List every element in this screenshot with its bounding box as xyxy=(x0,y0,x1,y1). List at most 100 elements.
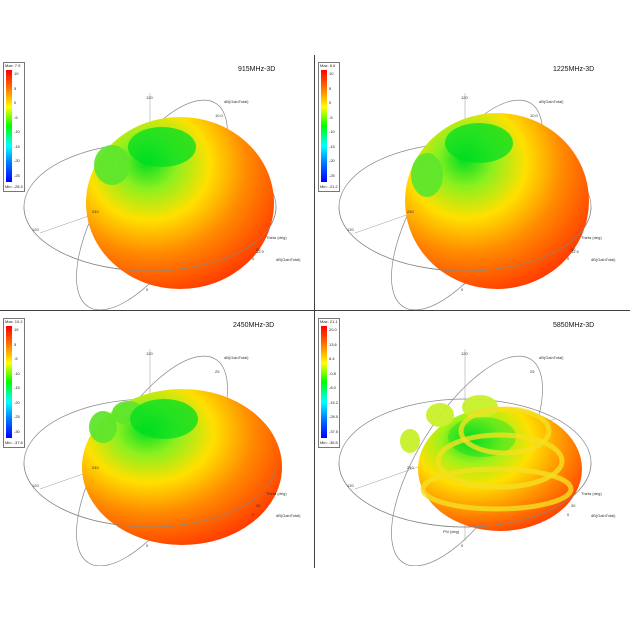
axis-label: 0 xyxy=(461,287,464,292)
legend-tick-label: -20 xyxy=(329,158,335,163)
legend-min-label: Min: -21.2 xyxy=(320,184,338,189)
pattern-svg: 120 10.0 dB(GainTotal) 240 120 0 Theta (deg) 30… xyxy=(23,93,301,310)
axis-label: dB(GainTotal) xyxy=(224,99,249,104)
legend-tick-label: -5 xyxy=(14,356,18,361)
legend-tick-label: 15 xyxy=(14,327,19,332)
legend-min-label: Min: -28.3 xyxy=(5,184,23,189)
ripple-lobe xyxy=(435,432,565,490)
radiation-panel-2: Max: 8.6 10 5 0 -5 -10 -15 -20 -25 Min: -21.2 1225… xyxy=(315,55,629,310)
legend-tick-label: -15 xyxy=(14,143,20,149)
legend-gradient-bar xyxy=(6,326,12,438)
legend-tick-label: -20 xyxy=(14,158,20,163)
legend-tick-label: 13.6 xyxy=(329,341,337,347)
pattern-null xyxy=(130,399,198,439)
legend-tick-label: 10 xyxy=(14,71,19,76)
color-legend: Max: 7.9 10 5 0 -5 -10 -15 -20 -25 Min: -28.3 xyxy=(3,62,25,192)
axis-label: 120 xyxy=(347,227,354,232)
legend-tick-label: 20.0 xyxy=(329,327,337,332)
legend-tick-label: 0 xyxy=(14,100,17,105)
legend-tick-label: 10 xyxy=(329,71,334,76)
side-lobe xyxy=(400,429,420,453)
legend-tick-label: -20 xyxy=(14,399,20,405)
pattern-null xyxy=(128,127,196,167)
axis-label: dB(GainTotal) xyxy=(276,513,301,518)
side-lobe xyxy=(89,411,117,443)
axis-label: 240 xyxy=(92,209,99,214)
axis-label: Phi (deg) xyxy=(443,529,460,534)
legend-tick-label: 5 xyxy=(14,341,17,347)
color-legend: Max: 21.1 20.0 13.6 6.4 -0.8 -8.0 -15.2 -28.0 -3… xyxy=(318,318,340,448)
legend-tick-label: -37.5 xyxy=(329,428,339,434)
legend-tick-label: -30 xyxy=(14,428,20,434)
axis-label: 0 xyxy=(252,256,255,261)
axis-label: 25 xyxy=(215,369,220,374)
legend-tick-label: -15 xyxy=(329,143,335,149)
axis-label: 240 xyxy=(407,465,414,470)
legend-tick-label: -25 xyxy=(14,172,20,178)
axis-label: Theta (deg) xyxy=(581,235,602,240)
chart-grid: Max: 7.9 10 5 0 -5 -10 -15 -20 -25 Min: -28.3 915M… xyxy=(0,55,630,568)
axis-label: 30 xyxy=(571,503,576,508)
legend-max-label: Max: 10.2 xyxy=(5,319,23,324)
main-lobe xyxy=(405,113,589,289)
axis-label: 120 xyxy=(32,227,39,232)
legend-tick-label: -28.0 xyxy=(329,414,339,419)
axis-label: 12.9 xyxy=(256,249,265,254)
legend-max-label: Max: 21.1 xyxy=(320,319,338,324)
axis-label: 120 xyxy=(461,351,468,356)
legend-tick-label: 6.4 xyxy=(329,356,335,361)
legend-tick-label: -15.2 xyxy=(329,399,339,405)
legend-gradient-bar xyxy=(321,326,327,438)
vertical-divider xyxy=(314,55,315,568)
axis-label: 240 xyxy=(92,465,99,470)
axis-label: dB(GainTotal) xyxy=(591,257,616,262)
axis-label: dB(GainTotal) xyxy=(224,355,249,360)
radiation-panel-4: Max: 21.1 20.0 13.6 6.4 -0.8 -8.0 -15.2 -28.0 -3… xyxy=(315,311,629,566)
axis-label: 120 xyxy=(146,351,153,356)
pattern-null xyxy=(445,123,513,163)
side-lobe xyxy=(94,145,130,185)
legend-tick-label: -0.8 xyxy=(329,370,336,376)
legend-min-label: Min: -36.5 xyxy=(320,440,338,445)
axis-label: dB(GainTotal) xyxy=(539,99,564,104)
side-lobe xyxy=(426,403,454,427)
axis-label: 120 xyxy=(461,95,468,100)
azimuth-ring-front xyxy=(338,206,592,272)
panel-title: 2450MHz-3D xyxy=(233,322,275,329)
legend-gradient-bar xyxy=(6,70,12,182)
axis-label: 0 xyxy=(567,256,570,261)
legend-tick-label: 5 xyxy=(14,85,17,91)
legend-tick-label: 0 xyxy=(329,100,332,105)
axis-label: dB(GainTotal) xyxy=(591,513,616,518)
legend-tick-label: -25 xyxy=(329,172,335,178)
panel-title: 915MHz-3D xyxy=(238,66,276,73)
legend-max-label: Max: 8.6 xyxy=(320,63,336,68)
color-legend: Max: 10.2 15 5 -5 -10 -15 -20 -25 -30 Min: -37.6 xyxy=(3,318,25,448)
axis-label: 120 xyxy=(347,483,354,488)
axis-label: 0 xyxy=(252,512,255,517)
legend-tick-label: -10 xyxy=(14,129,20,134)
legend-min-label: Min: -37.6 xyxy=(5,440,23,445)
axis-label: 0 xyxy=(461,543,464,548)
axis-label: 25 xyxy=(530,369,535,374)
ripple-lobe xyxy=(458,406,552,456)
legend-tick-label: -15 xyxy=(14,385,20,390)
axis-label: Theta (deg) xyxy=(581,491,602,496)
legend-tick-label: -25 xyxy=(14,414,20,419)
axis-label: 10.0 xyxy=(530,113,539,118)
axis-label: 240 xyxy=(407,209,414,214)
legend-tick-label: -10 xyxy=(14,370,20,376)
ripple-lobe xyxy=(420,466,574,512)
radiation-panel-1: Max: 7.9 10 5 0 -5 -10 -15 -20 -25 Min: -28.3 915M… xyxy=(0,55,314,310)
legend-tick-label: -5 xyxy=(14,114,18,120)
horizontal-divider xyxy=(0,310,630,311)
panel-title: 5850MHz-3D xyxy=(553,322,595,329)
axis-label: 10.0 xyxy=(215,113,224,118)
azimuth-ring-front xyxy=(23,206,277,272)
legend-tick-label: -10 xyxy=(329,129,335,134)
main-lobe xyxy=(82,389,282,545)
axis-label: 0 xyxy=(146,543,149,548)
axis-label: 120 xyxy=(146,95,153,100)
